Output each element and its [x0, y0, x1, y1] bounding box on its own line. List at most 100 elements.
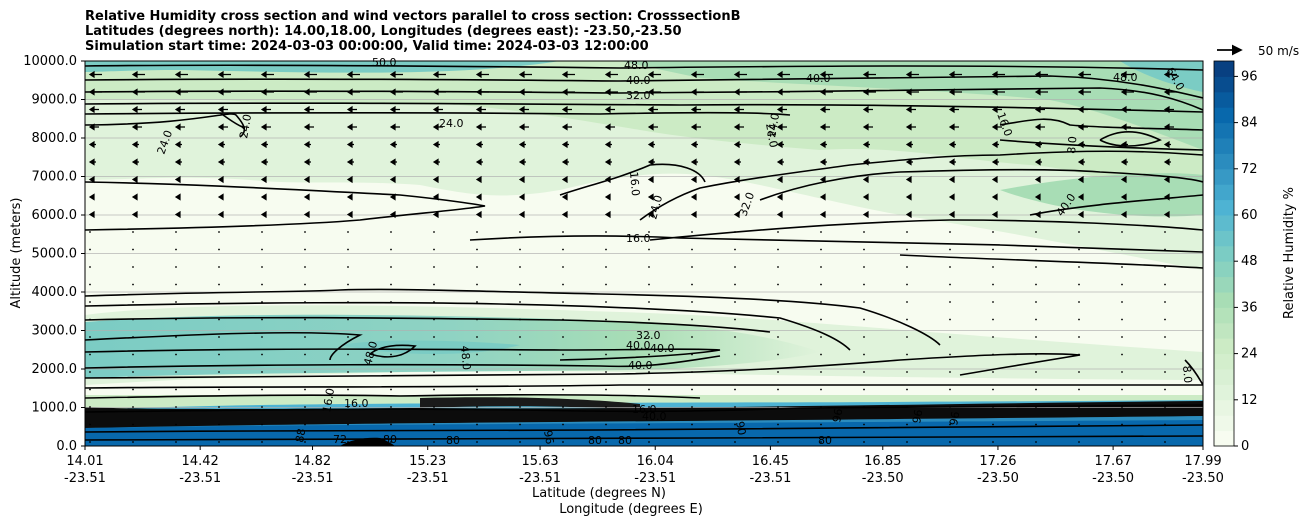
wind-vector	[88, 123, 99, 131]
wind-vector	[862, 210, 869, 219]
contour-label: 24.0	[237, 113, 254, 139]
wind-vector	[260, 175, 267, 184]
x-tick-label-lon: -23.51	[179, 471, 221, 486]
wind-vector	[476, 266, 478, 268]
wind-vector	[433, 283, 435, 286]
wind-vector	[906, 336, 908, 338]
wind-vector	[519, 353, 521, 356]
contour-label: 40.0	[626, 339, 651, 352]
wind-vector	[906, 248, 908, 251]
wind-vector	[433, 441, 435, 443]
wind-vector	[175, 388, 177, 391]
wind-vector	[174, 193, 181, 201]
colorbar	[1214, 61, 1234, 447]
wind-vector	[88, 193, 95, 201]
wind-vector	[174, 88, 188, 96]
wind-vector	[992, 406, 994, 408]
wind-vector	[906, 441, 908, 443]
wind-vector	[1121, 353, 1123, 356]
wind-vector	[690, 158, 698, 166]
wind-vector	[88, 210, 95, 219]
wind-vector	[261, 248, 263, 251]
wind-vector	[261, 388, 263, 391]
wind-vector	[604, 123, 615, 131]
wind-vector	[390, 353, 392, 356]
colorbar-tick-label: 48	[1241, 254, 1258, 269]
wind-vector	[389, 70, 403, 79]
contour-label: 96	[830, 407, 845, 423]
wind-vector	[475, 158, 483, 166]
x-tick-label-lon: -23.51	[292, 471, 334, 486]
wind-vector	[304, 441, 306, 443]
wind-vector	[218, 406, 220, 408]
wind-vector	[647, 210, 654, 219]
wind-vector	[863, 353, 865, 356]
colorbar-swatch	[1214, 399, 1234, 416]
wind-vector	[475, 175, 482, 184]
contour-label: 32.0	[626, 89, 651, 102]
wind-vector	[819, 70, 833, 79]
wind-vector	[604, 70, 618, 79]
colorbar-swatch	[1214, 338, 1234, 355]
wind-vector	[561, 123, 572, 131]
wind-vector	[733, 193, 740, 201]
wind-vector	[1163, 158, 1171, 166]
wind-vector	[561, 175, 568, 184]
wind-vector	[475, 140, 483, 149]
wind-vector	[733, 70, 747, 79]
wind-vector	[175, 283, 177, 286]
contour-label: 80	[446, 434, 460, 447]
wind-vector	[819, 158, 827, 166]
wind-vector	[648, 283, 650, 286]
wind-vector	[303, 175, 310, 184]
wind-vector	[390, 318, 392, 321]
wind-vector	[175, 231, 177, 233]
wind-vector	[476, 406, 478, 408]
wind-vector	[1163, 193, 1170, 201]
wind-vector	[1121, 406, 1123, 408]
y-axis: 0.0 1000.0 2000.0 3000.0 4000.0 5000.0 6000.0 7…	[23, 54, 85, 454]
wind-vectors	[88, 70, 1177, 443]
x-tick-label-lat: 16.45	[752, 454, 789, 469]
wind-vector	[820, 423, 822, 426]
wind-vector	[820, 318, 822, 321]
wind-vector	[1078, 406, 1080, 408]
wind-vector	[647, 175, 654, 184]
wind-vector	[304, 406, 306, 408]
wind-vector	[347, 353, 349, 356]
wind-vector	[906, 231, 908, 233]
wind-vector	[604, 140, 612, 149]
wind-vector	[347, 248, 349, 251]
wind-vector	[1163, 88, 1177, 96]
x-tick-label-lon: -23.50	[977, 471, 1019, 486]
wind-vector	[992, 388, 994, 391]
wind-vector	[1163, 70, 1177, 79]
wind-vector	[218, 248, 220, 251]
colorbar-swatch	[1214, 292, 1234, 308]
wind-vector	[174, 210, 181, 219]
wind-vector	[347, 423, 349, 426]
wind-vector	[992, 371, 994, 373]
wind-vector	[1035, 441, 1037, 443]
wind-vector	[648, 336, 650, 338]
wind-vector	[132, 248, 134, 251]
wind-vector	[347, 283, 349, 286]
wind-vector	[734, 248, 736, 251]
wind-vector	[88, 70, 102, 79]
wind-vector	[346, 193, 353, 201]
wind-vector	[475, 105, 486, 114]
wind-vector	[863, 336, 865, 338]
colorbar-swatch	[1214, 122, 1234, 139]
wind-vector	[647, 140, 655, 149]
wind-vector	[906, 371, 908, 373]
wind-vector	[175, 371, 177, 373]
wind-vector	[992, 266, 994, 268]
wind-vector	[1163, 123, 1174, 131]
wind-vector	[518, 140, 526, 149]
contour-label: 96	[910, 408, 925, 424]
wind-vector	[217, 140, 225, 149]
wind-vector	[304, 283, 306, 286]
wind-vector	[519, 318, 521, 321]
wind-vector	[648, 406, 650, 408]
wind-vector	[949, 353, 951, 356]
